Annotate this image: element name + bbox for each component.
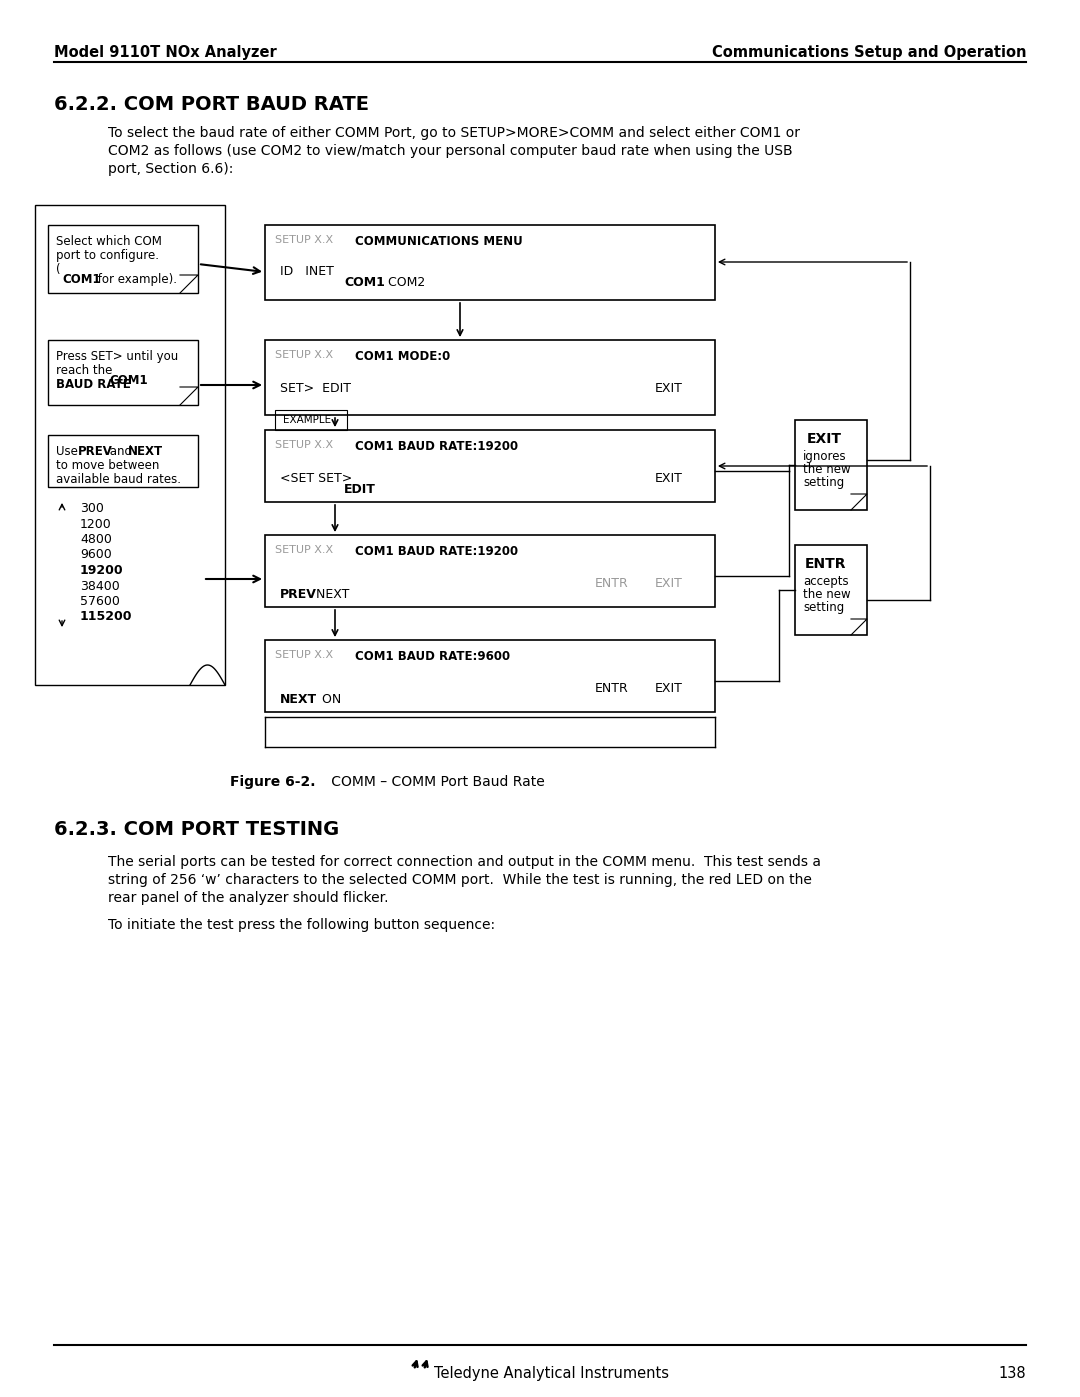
Text: BAUD RATE: BAUD RATE: [56, 379, 131, 391]
Text: To select the baud rate of either COMM Port, go to SETUP>MORE>COMM and select ei: To select the baud rate of either COMM P…: [108, 126, 800, 140]
Text: EXAMPLE: EXAMPLE: [283, 415, 332, 425]
Text: 6.2.3. COM PORT TESTING: 6.2.3. COM PORT TESTING: [54, 820, 339, 840]
Text: NEXT: NEXT: [280, 693, 318, 705]
Text: (: (: [56, 263, 60, 277]
Text: ignores: ignores: [804, 450, 847, 462]
Text: ON: ON: [314, 693, 341, 705]
Text: 19200: 19200: [80, 564, 123, 577]
Bar: [48, 225, 198, 293]
Text: COMMUNICATIONS MENU: COMMUNICATIONS MENU: [355, 235, 523, 249]
Text: the new: the new: [804, 588, 851, 601]
Text: 6.2.2. COM PORT BAUD RATE: 6.2.2. COM PORT BAUD RATE: [54, 95, 369, 115]
Text: EXIT: EXIT: [654, 682, 683, 694]
Text: rear panel of the analyzer should flicker.: rear panel of the analyzer should flicke…: [108, 891, 389, 905]
Text: COM2 as follows (use COM2 to view/match your personal computer baud rate when us: COM2 as follows (use COM2 to view/match …: [108, 144, 793, 158]
Text: ENTR: ENTR: [595, 577, 629, 590]
Text: Communications Setup and Operation: Communications Setup and Operation: [712, 45, 1026, 60]
Text: 38400: 38400: [80, 580, 120, 592]
Text: 1200: 1200: [80, 517, 111, 531]
Text: 115200: 115200: [80, 610, 133, 623]
Text: EDIT: EDIT: [345, 483, 376, 496]
Text: setting: setting: [804, 601, 845, 615]
Bar: [35, 205, 225, 685]
Text: COM1: COM1: [62, 272, 100, 286]
Text: EXIT: EXIT: [807, 432, 842, 446]
Text: 4800: 4800: [80, 534, 112, 546]
Text: SETUP X.X: SETUP X.X: [275, 650, 333, 659]
Text: COM1 BAUD RATE:9600: COM1 BAUD RATE:9600: [355, 650, 510, 664]
Text: To initiate the test press the following button sequence:: To initiate the test press the following…: [108, 918, 495, 932]
Text: COM1 MODE:0: COM1 MODE:0: [355, 351, 450, 363]
Text: Use: Use: [56, 446, 82, 458]
Text: COM1 BAUD RATE:19200: COM1 BAUD RATE:19200: [355, 545, 518, 557]
Text: 9600: 9600: [80, 549, 111, 562]
Text: SETUP X.X: SETUP X.X: [275, 545, 333, 555]
Text: COM2: COM2: [376, 277, 426, 289]
Text: The serial ports can be tested for correct connection and output in the COMM men: The serial ports can be tested for corre…: [108, 855, 821, 869]
Bar: [265, 225, 715, 300]
Text: the new: the new: [804, 462, 851, 476]
Text: and: and: [106, 446, 136, 458]
Bar: [265, 430, 715, 502]
Text: port to configure.: port to configure.: [56, 249, 159, 263]
Text: available baud rates.: available baud rates.: [56, 474, 181, 486]
Text: ENTR: ENTR: [805, 557, 847, 571]
Text: SETUP X.X: SETUP X.X: [275, 351, 333, 360]
Text: SETUP X.X: SETUP X.X: [275, 440, 333, 450]
Text: <SET SET>: <SET SET>: [280, 472, 361, 485]
Bar: [275, 409, 347, 430]
Text: 300: 300: [80, 502, 104, 515]
Text: setting: setting: [804, 476, 845, 489]
Text: 138: 138: [998, 1366, 1026, 1382]
Bar: [48, 339, 198, 405]
Text: Press SET> until you: Press SET> until you: [56, 351, 178, 363]
Text: string of 256 ‘w’ characters to the selected COMM port.  While the test is runni: string of 256 ‘w’ characters to the sele…: [108, 873, 812, 887]
Text: PREV: PREV: [280, 588, 316, 601]
Text: SET>  EDIT: SET> EDIT: [280, 381, 351, 395]
Text: COM1: COM1: [345, 277, 384, 289]
Bar: [795, 545, 867, 636]
Text: COM1: COM1: [109, 374, 148, 387]
Text: Teledyne Analytical Instruments: Teledyne Analytical Instruments: [434, 1366, 669, 1382]
Text: to move between: to move between: [56, 460, 160, 472]
Text: EXIT: EXIT: [654, 577, 683, 590]
Bar: [265, 535, 715, 608]
Text: port, Section 6.6):: port, Section 6.6):: [108, 162, 233, 176]
Text: PREV: PREV: [78, 446, 113, 458]
Text: Select which COM: Select which COM: [56, 235, 162, 249]
Text: EXIT: EXIT: [654, 381, 683, 395]
Text: accepts: accepts: [804, 576, 849, 588]
Text: COM1 BAUD RATE:19200: COM1 BAUD RATE:19200: [355, 440, 518, 453]
Bar: [795, 420, 867, 510]
Bar: [48, 434, 198, 488]
Text: for example).: for example).: [94, 272, 177, 286]
Text: Figure 6-2.: Figure 6-2.: [230, 775, 315, 789]
Text: reach the: reach the: [56, 365, 117, 377]
Text: COMM – COMM Port Baud Rate: COMM – COMM Port Baud Rate: [305, 775, 544, 789]
Text: NEXT: NEXT: [312, 588, 349, 601]
Bar: [265, 640, 715, 712]
Text: EXIT: EXIT: [654, 472, 683, 485]
Text: ID   INET: ID INET: [280, 265, 346, 278]
Bar: [265, 339, 715, 415]
Text: 57600: 57600: [80, 595, 120, 608]
Text: NEXT: NEXT: [129, 446, 163, 458]
Text: Model 9110T NOx Analyzer: Model 9110T NOx Analyzer: [54, 45, 276, 60]
Text: ENTR: ENTR: [595, 682, 629, 694]
Text: SETUP X.X: SETUP X.X: [275, 235, 333, 244]
